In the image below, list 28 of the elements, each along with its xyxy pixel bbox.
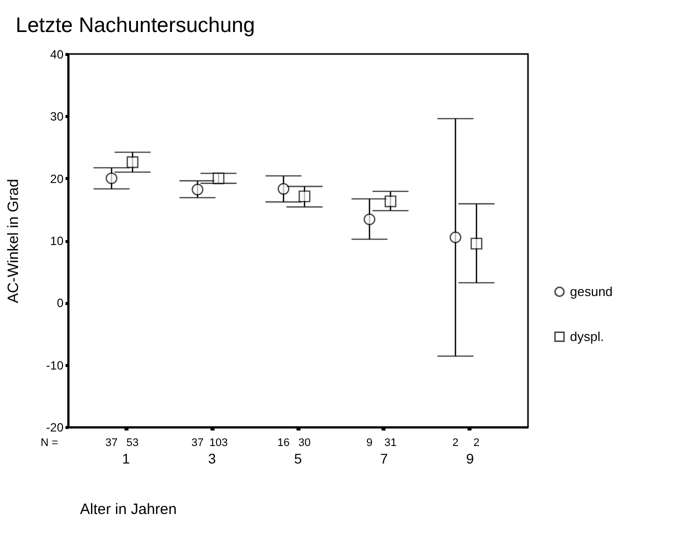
text: 9 xyxy=(366,437,373,449)
x-tick-label: 7 xyxy=(380,450,388,466)
text: 37 xyxy=(191,437,204,449)
y-tick-label: 30 xyxy=(50,110,64,124)
y-tick-label: 0 xyxy=(56,296,64,310)
y-tick-label: 10 xyxy=(50,234,64,248)
text: 31 xyxy=(384,437,397,449)
text: 103 xyxy=(209,437,228,449)
text: 2 xyxy=(473,437,480,449)
y-tick-label: -10 xyxy=(46,358,64,372)
y-tick-label: 20 xyxy=(50,172,64,186)
x-tick-label: 5 xyxy=(294,450,302,466)
chart-title: Letzte Nachuntersuchung xyxy=(16,14,255,37)
text: 37 xyxy=(105,437,118,449)
x-tick-label: 9 xyxy=(466,450,474,466)
y-axis-title: AC-Winkel in Grad xyxy=(5,178,22,304)
text: 16 xyxy=(277,437,290,449)
x-axis-title: Alter in Jahren xyxy=(80,501,177,518)
x-tick-label: 1 xyxy=(122,450,130,466)
y-tick-label: 40 xyxy=(50,48,64,62)
text: N = xyxy=(40,437,58,449)
legend-label: gesund xyxy=(570,284,613,299)
y-tick-label: -20 xyxy=(46,420,64,434)
text: 30 xyxy=(298,437,311,449)
text: 2 xyxy=(452,437,459,449)
legend-label: dyspl. xyxy=(570,328,604,344)
text: 53 xyxy=(126,437,139,449)
x-tick-label: 3 xyxy=(208,450,216,466)
